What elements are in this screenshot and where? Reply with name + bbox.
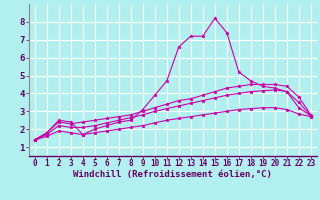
X-axis label: Windchill (Refroidissement éolien,°C): Windchill (Refroidissement éolien,°C) <box>73 170 272 179</box>
